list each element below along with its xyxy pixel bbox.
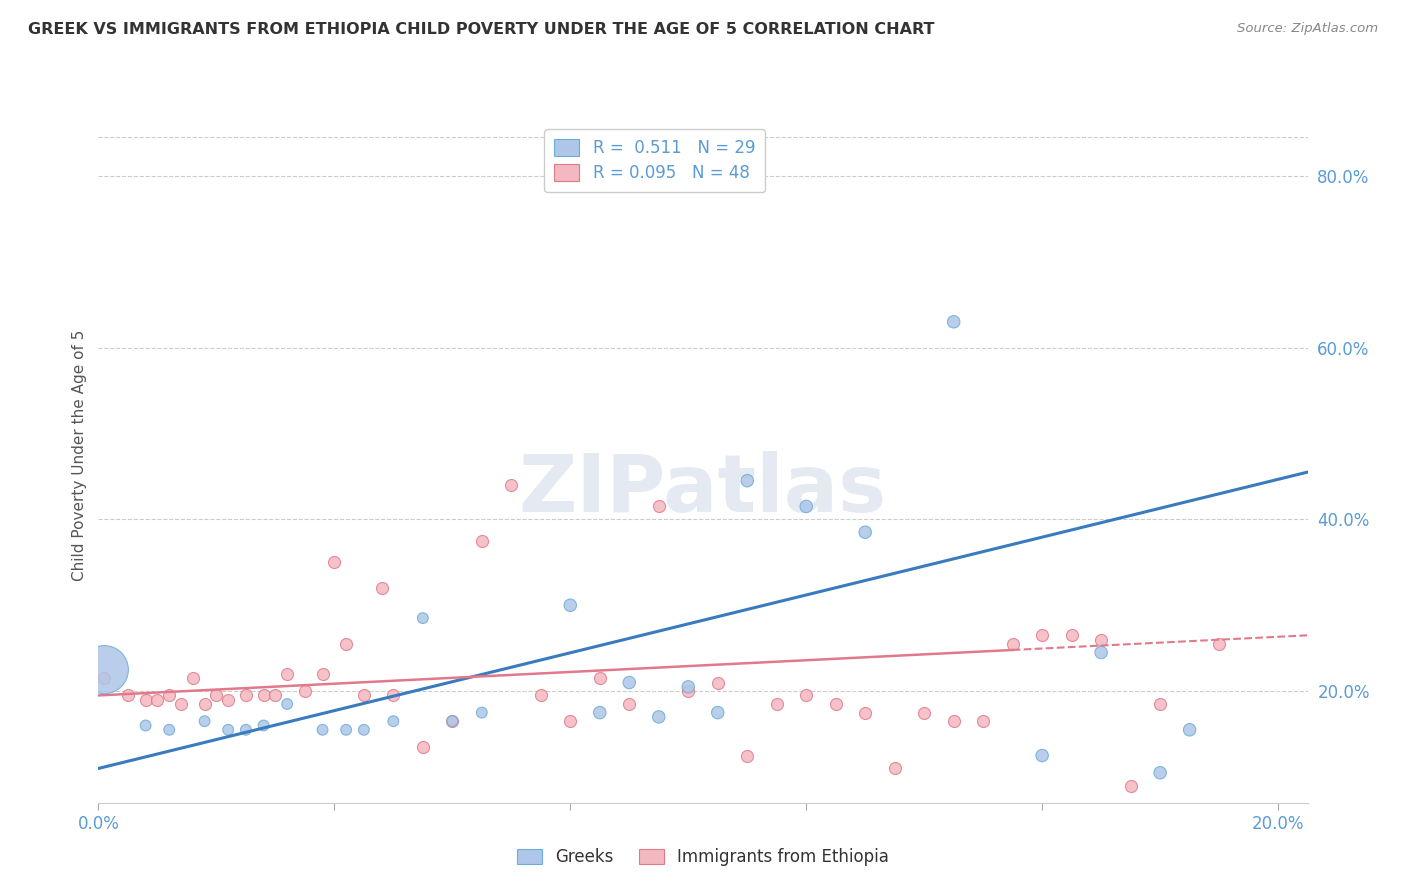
Point — [1119, 779, 1142, 793]
Point — [501, 478, 523, 492]
Point — [276, 697, 298, 711]
Point — [942, 714, 965, 729]
Point — [853, 525, 876, 540]
Point — [135, 718, 157, 732]
Point — [706, 675, 728, 690]
Point — [1178, 723, 1201, 737]
Point — [335, 723, 357, 737]
Text: GREEK VS IMMIGRANTS FROM ETHIOPIA CHILD POVERTY UNDER THE AGE OF 5 CORRELATION C: GREEK VS IMMIGRANTS FROM ETHIOPIA CHILD … — [28, 22, 935, 37]
Point — [678, 680, 700, 694]
Point — [382, 689, 405, 703]
Point — [560, 599, 582, 613]
Point — [441, 714, 464, 729]
Point — [1149, 765, 1171, 780]
Point — [217, 692, 239, 706]
Point — [912, 706, 935, 720]
Text: ZIPatlas: ZIPatlas — [519, 450, 887, 529]
Point — [1090, 645, 1112, 659]
Point — [1031, 628, 1053, 642]
Point — [765, 697, 787, 711]
Point — [235, 689, 257, 703]
Point — [441, 714, 464, 729]
Point — [205, 689, 228, 703]
Point — [560, 714, 582, 729]
Point — [181, 671, 204, 685]
Point — [194, 697, 217, 711]
Point — [530, 689, 553, 703]
Point — [252, 689, 274, 703]
Point — [1090, 632, 1112, 647]
Point — [294, 684, 316, 698]
Point — [157, 723, 180, 737]
Point — [648, 710, 671, 724]
Point — [335, 637, 357, 651]
Point — [412, 611, 434, 625]
Point — [619, 675, 641, 690]
Point — [1031, 748, 1053, 763]
Point — [93, 671, 115, 685]
Point — [264, 689, 287, 703]
Point — [311, 723, 333, 737]
Point — [117, 689, 139, 703]
Point — [1208, 637, 1230, 651]
Point — [589, 671, 612, 685]
Point — [853, 706, 876, 720]
Point — [648, 500, 671, 514]
Point — [146, 692, 169, 706]
Point — [382, 714, 405, 729]
Point — [276, 667, 298, 681]
Point — [135, 692, 157, 706]
Point — [589, 706, 612, 720]
Point — [1149, 697, 1171, 711]
Point — [678, 684, 700, 698]
Point — [735, 474, 758, 488]
Point — [252, 718, 274, 732]
Point — [353, 723, 375, 737]
Point — [93, 663, 115, 677]
Point — [972, 714, 994, 729]
Point — [1001, 637, 1024, 651]
Point — [235, 723, 257, 737]
Point — [883, 761, 905, 775]
Point — [370, 581, 392, 595]
Point — [353, 689, 375, 703]
Point — [1060, 628, 1083, 642]
Point — [194, 714, 217, 729]
Point — [794, 689, 817, 703]
Point — [471, 533, 494, 548]
Point — [735, 748, 758, 763]
Point — [471, 706, 494, 720]
Point — [619, 697, 641, 711]
Point — [794, 500, 817, 514]
Point — [157, 689, 180, 703]
Point — [824, 697, 846, 711]
Text: Source: ZipAtlas.com: Source: ZipAtlas.com — [1237, 22, 1378, 36]
Point — [217, 723, 239, 737]
Y-axis label: Child Poverty Under the Age of 5: Child Poverty Under the Age of 5 — [72, 329, 87, 581]
Point — [170, 697, 193, 711]
Legend: Greeks, Immigrants from Ethiopia: Greeks, Immigrants from Ethiopia — [509, 840, 897, 875]
Point — [942, 315, 965, 329]
Point — [412, 739, 434, 754]
Point — [323, 555, 346, 569]
Point — [706, 706, 728, 720]
Legend: R =  0.511   N = 29, R = 0.095   N = 48: R = 0.511 N = 29, R = 0.095 N = 48 — [544, 129, 765, 193]
Point — [311, 667, 333, 681]
